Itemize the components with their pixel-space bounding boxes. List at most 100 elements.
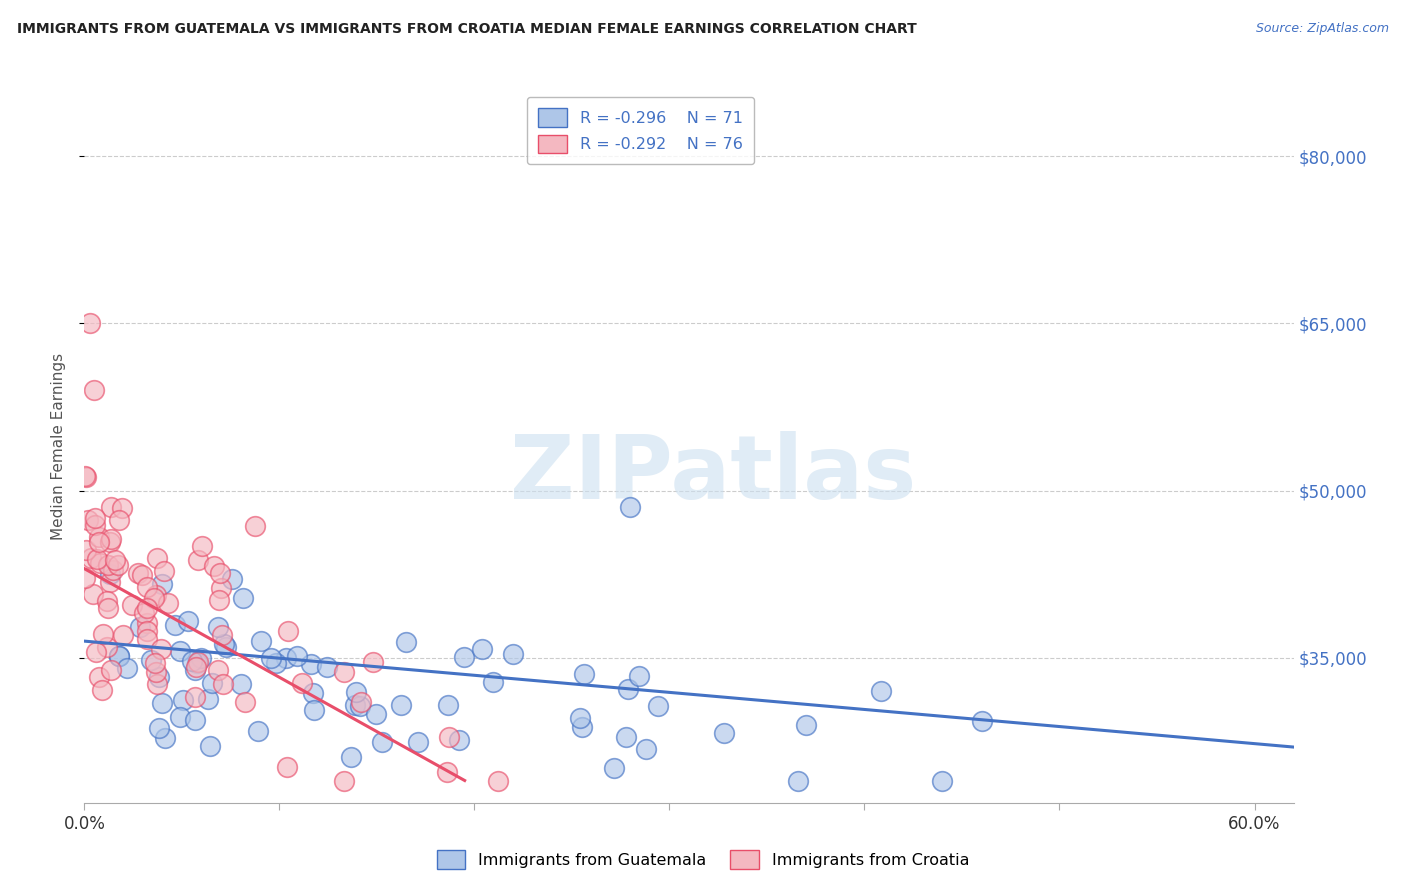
Point [132, 606, 155, 620]
Point [453, 650, 475, 665]
Point [344, 698, 367, 713]
Point [181, 654, 204, 668]
Point [191, 539, 214, 553]
Point [75, 543, 97, 558]
Point [169, 710, 191, 724]
Point [184, 663, 207, 677]
Point [148, 669, 170, 683]
Point [349, 699, 371, 714]
Point [285, 648, 308, 663]
Point [572, 667, 595, 681]
Point [172, 693, 194, 707]
Text: Source: ZipAtlas.com: Source: ZipAtlas.com [1256, 22, 1389, 36]
Point [208, 566, 231, 580]
Point [634, 742, 657, 756]
Point [481, 675, 503, 690]
Point [145, 665, 167, 680]
Point [211, 628, 233, 642]
Point [169, 644, 191, 658]
Point [136, 616, 159, 631]
Point [112, 627, 135, 641]
Point [243, 518, 266, 533]
Y-axis label: Median Female Earnings: Median Female Earnings [51, 352, 66, 540]
Point [617, 682, 640, 697]
Point [80, 550, 103, 565]
Point [437, 698, 460, 712]
Point [79, 316, 101, 330]
Point [97, 601, 120, 615]
Point [96, 640, 118, 655]
Point [96, 594, 118, 608]
Point [75, 470, 97, 484]
Point [502, 648, 524, 662]
Point [127, 566, 149, 581]
Point [165, 617, 187, 632]
Point [233, 695, 256, 709]
Point [408, 735, 430, 749]
Point [187, 655, 209, 669]
Point [614, 731, 637, 745]
Point [315, 660, 337, 674]
Point [145, 588, 167, 602]
Point [139, 653, 162, 667]
Point [89, 556, 111, 570]
Point [146, 676, 169, 690]
Point [153, 731, 176, 745]
Point [184, 690, 207, 704]
Point [146, 551, 169, 566]
Point [931, 773, 953, 788]
Point [436, 764, 458, 779]
Point [197, 691, 219, 706]
Legend: R = -0.296    N = 71, R = -0.292    N = 76: R = -0.296 N = 71, R = -0.292 N = 76 [527, 97, 754, 164]
Point [157, 596, 180, 610]
Point [972, 714, 994, 728]
Point [152, 564, 174, 578]
Text: IMMIGRANTS FROM GUATEMALA VS IMMIGRANTS FROM CROATIA MEDIAN FEMALE EARNINGS CORR: IMMIGRANTS FROM GUATEMALA VS IMMIGRANTS … [17, 22, 917, 37]
Point [647, 698, 669, 713]
Point [73, 571, 96, 585]
Point [136, 624, 159, 639]
Point [602, 761, 624, 775]
Point [246, 724, 269, 739]
Point [117, 661, 139, 675]
Point [395, 635, 418, 649]
Point [107, 558, 129, 572]
Point [333, 665, 356, 679]
Point [108, 649, 131, 664]
Point [186, 656, 208, 670]
Point [301, 686, 323, 700]
Point [299, 657, 322, 671]
Point [202, 559, 225, 574]
Legend: Immigrants from Guatemala, Immigrants from Croatia: Immigrants from Guatemala, Immigrants fr… [430, 844, 976, 875]
Point [87, 534, 110, 549]
Point [389, 698, 412, 713]
Point [361, 655, 384, 669]
Point [786, 773, 808, 788]
Point [627, 669, 650, 683]
Point [569, 711, 592, 725]
Point [364, 706, 387, 721]
Point [232, 591, 254, 605]
Point [84, 645, 107, 659]
Point [150, 696, 173, 710]
Point [82, 587, 104, 601]
Point [100, 532, 122, 546]
Point [207, 619, 229, 633]
Point [136, 632, 159, 646]
Point [260, 650, 283, 665]
Point [131, 568, 153, 582]
Point [274, 651, 297, 665]
Point [437, 730, 460, 744]
Point [486, 773, 509, 788]
Point [98, 575, 121, 590]
Point [83, 384, 105, 398]
Point [150, 577, 173, 591]
Point [136, 600, 159, 615]
Point [184, 713, 207, 727]
Point [142, 591, 165, 606]
Point [87, 670, 110, 684]
Point [212, 637, 235, 651]
Point [104, 553, 127, 567]
Point [332, 773, 354, 788]
Point [870, 683, 893, 698]
